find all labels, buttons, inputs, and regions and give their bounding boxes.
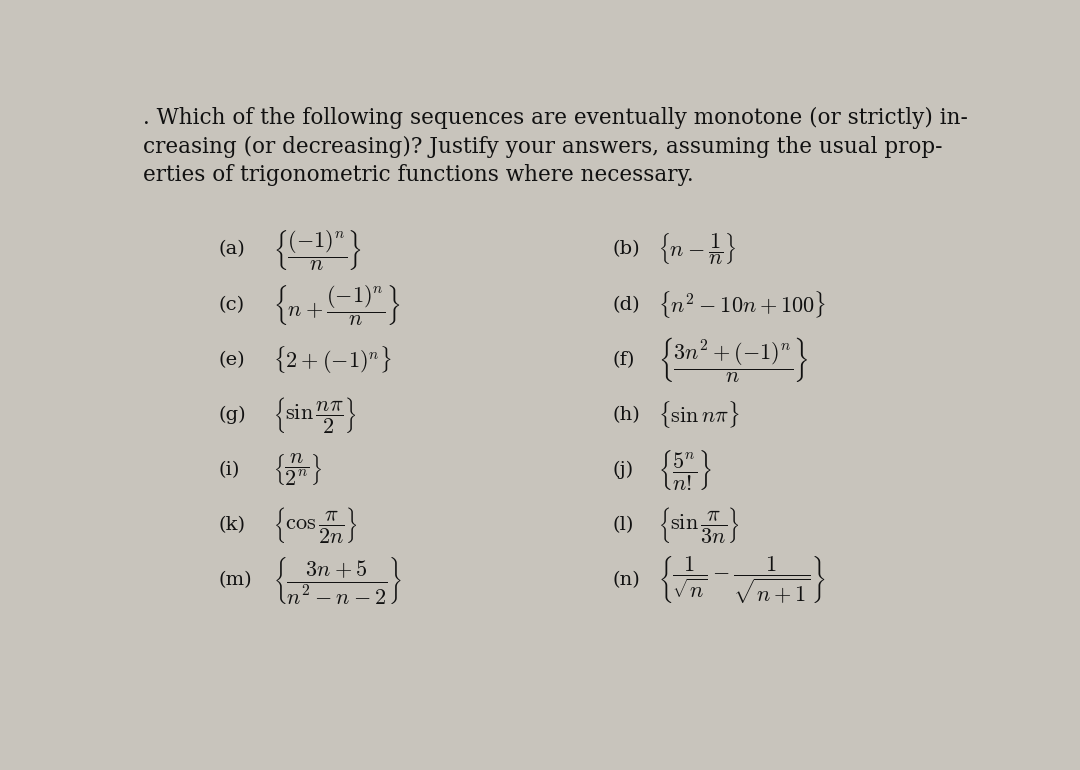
Text: $\left\{n-\dfrac{1}{n}\right\}$: $\left\{n-\dfrac{1}{n}\right\}$ [658,232,737,267]
Text: $\left\{\sin\dfrac{\pi}{3n}\right\}$: $\left\{\sin\dfrac{\pi}{3n}\right\}$ [658,505,740,545]
Text: (m): (m) [218,571,253,589]
Text: $\{2+(-1)^n\}$: $\{2+(-1)^n\}$ [273,344,392,376]
Text: (c): (c) [218,296,245,313]
Text: (f): (f) [612,351,634,369]
Text: $\{n^2-10n+100\}$: $\{n^2-10n+100\}$ [658,290,826,320]
Text: $\{\sin n\pi\}$: $\{\sin n\pi\}$ [658,400,740,430]
Text: (n): (n) [612,571,639,589]
Text: (g): (g) [218,406,246,424]
Text: $\left\{\dfrac{(-1)^n}{n}\right\}$: $\left\{\dfrac{(-1)^n}{n}\right\}$ [273,227,362,272]
Text: (j): (j) [612,461,633,479]
Text: $\left\{n+\dfrac{(-1)^n}{n}\right\}$: $\left\{n+\dfrac{(-1)^n}{n}\right\}$ [273,283,401,326]
Text: $\left\{\dfrac{3n+5}{n^2-n-2}\right\}$: $\left\{\dfrac{3n+5}{n^2-n-2}\right\}$ [273,555,402,606]
Text: creasing (or decreasing)? Justify your answers, assuming the usual prop-: creasing (or decreasing)? Justify your a… [144,136,943,158]
Text: (h): (h) [612,406,639,424]
Text: (l): (l) [612,516,634,534]
Text: (i): (i) [218,461,240,479]
Text: (k): (k) [218,516,246,534]
Text: $\left\{\dfrac{1}{\sqrt{n}}-\dfrac{1}{\sqrt{n+1}}\right\}$: $\left\{\dfrac{1}{\sqrt{n}}-\dfrac{1}{\s… [658,554,825,606]
Text: . Which of the following sequences are eventually monotone (or strictly) in-: . Which of the following sequences are e… [144,107,969,129]
Text: $\left\{\dfrac{3n^2+(-1)^n}{n}\right\}$: $\left\{\dfrac{3n^2+(-1)^n}{n}\right\}$ [658,335,809,384]
Text: (a): (a) [218,240,245,259]
Text: erties of trigonometric functions where necessary.: erties of trigonometric functions where … [144,164,694,186]
Text: (b): (b) [612,240,639,259]
Text: $\left\{\sin\dfrac{n\pi}{2}\right\}$: $\left\{\sin\dfrac{n\pi}{2}\right\}$ [273,395,356,435]
Text: $\left\{\dfrac{n}{2^n}\right\}$: $\left\{\dfrac{n}{2^n}\right\}$ [273,452,323,488]
Text: (e): (e) [218,351,245,369]
Text: $\left\{\dfrac{5^n}{n!}\right\}$: $\left\{\dfrac{5^n}{n!}\right\}$ [658,448,712,492]
Text: (d): (d) [612,296,639,313]
Text: $\left\{\cos\dfrac{\pi}{2n}\right\}$: $\left\{\cos\dfrac{\pi}{2n}\right\}$ [273,505,357,545]
